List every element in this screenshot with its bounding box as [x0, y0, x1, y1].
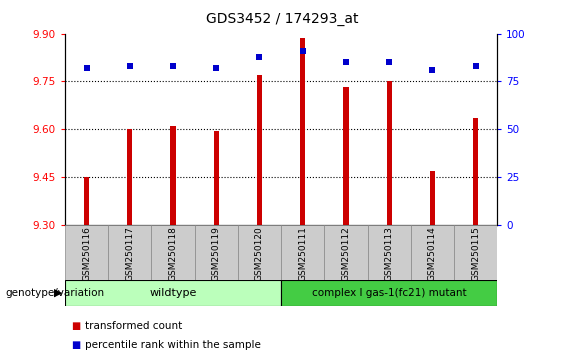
Point [212, 65, 221, 71]
Bar [281, 225, 324, 280]
Bar [127, 129, 132, 225]
Point [298, 48, 307, 54]
Bar [65, 280, 281, 306]
Point [341, 59, 350, 65]
Bar [238, 225, 281, 280]
Bar [151, 225, 194, 280]
Bar [473, 118, 478, 225]
Text: GSM250112: GSM250112 [341, 227, 350, 281]
Bar [214, 131, 219, 225]
Bar [108, 225, 151, 280]
Text: ■: ■ [71, 340, 80, 350]
Text: ■: ■ [71, 321, 80, 331]
Text: transformed count: transformed count [85, 321, 182, 331]
Point [82, 65, 91, 71]
Bar [344, 87, 349, 225]
Text: GSM250115: GSM250115 [471, 227, 480, 281]
Bar [300, 39, 305, 225]
Text: GSM250116: GSM250116 [82, 227, 91, 281]
Bar [171, 126, 176, 225]
Text: GDS3452 / 174293_at: GDS3452 / 174293_at [206, 12, 359, 27]
Bar [430, 171, 435, 225]
Bar [84, 177, 89, 225]
Bar [257, 75, 262, 225]
Bar [65, 225, 108, 280]
Bar [281, 280, 497, 306]
Bar [367, 225, 411, 280]
Text: GSM250113: GSM250113 [385, 227, 394, 281]
Point [255, 54, 264, 59]
Bar [454, 225, 497, 280]
Text: GSM250118: GSM250118 [168, 227, 177, 281]
Bar [194, 225, 238, 280]
Bar [411, 225, 454, 280]
Text: percentile rank within the sample: percentile rank within the sample [85, 340, 260, 350]
Point [168, 63, 177, 69]
Text: GSM250119: GSM250119 [212, 227, 221, 281]
Text: GSM250117: GSM250117 [125, 227, 134, 281]
Text: wildtype: wildtype [149, 288, 197, 298]
Text: GSM250114: GSM250114 [428, 227, 437, 281]
Bar [386, 81, 392, 225]
Point [428, 67, 437, 73]
Text: complex I gas-1(fc21) mutant: complex I gas-1(fc21) mutant [312, 288, 467, 298]
Point [385, 59, 394, 65]
Text: genotype/variation: genotype/variation [6, 288, 105, 298]
Text: ▶: ▶ [54, 288, 62, 298]
Text: GSM250111: GSM250111 [298, 227, 307, 281]
Text: GSM250120: GSM250120 [255, 227, 264, 281]
Bar [324, 225, 368, 280]
Point [471, 63, 480, 69]
Point [125, 63, 134, 69]
